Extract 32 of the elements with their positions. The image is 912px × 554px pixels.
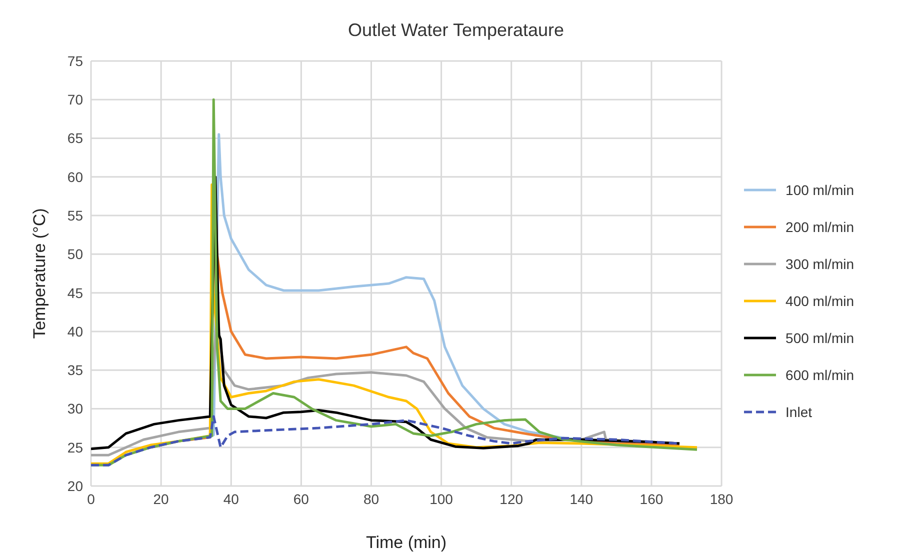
legend-label: 400 ml/min (786, 293, 854, 309)
x-tick-label: 60 (293, 490, 310, 507)
x-tick-label: 20 (153, 490, 170, 507)
x-axis-title: Time (min) (366, 533, 447, 552)
x-tick-label: 140 (570, 490, 594, 507)
y-tick-label: 30 (67, 400, 84, 417)
x-tick-label: 120 (500, 490, 524, 507)
x-tick-label: 0 (87, 490, 96, 507)
legend-label: 100 ml/min (786, 182, 854, 198)
x-tick-label: 40 (223, 490, 240, 507)
x-tick-label: 100 (430, 490, 454, 507)
y-axis-title: Temperature (°C) (30, 208, 50, 339)
y-tick-label: 55 (67, 208, 84, 224)
y-tick-label: 50 (67, 246, 84, 262)
legend-label: 600 ml/min (786, 367, 854, 383)
x-tick-label: 180 (710, 490, 734, 507)
y-tick-label: 20 (67, 478, 84, 494)
y-tick-label: 45 (67, 284, 84, 301)
legend-label: 500 ml/min (786, 330, 854, 346)
y-tick-label: 70 (67, 92, 84, 108)
y-tick-label: 75 (67, 52, 84, 69)
y-tick-label: 35 (67, 362, 84, 378)
legend-label: Inlet (786, 404, 812, 420)
y-tick-label: 25 (67, 439, 84, 456)
x-tick-label: 80 (363, 490, 380, 507)
x-tick-label: 160 (640, 490, 664, 507)
legend-label: 300 ml/min (786, 256, 854, 272)
y-tick-label: 40 (67, 323, 84, 340)
y-tick-label: 60 (67, 168, 84, 185)
legend-label: 200 ml/min (786, 219, 854, 235)
y-tick-label: 65 (67, 130, 84, 146)
chart-title: Outlet Water Temperataure (346, 20, 566, 42)
